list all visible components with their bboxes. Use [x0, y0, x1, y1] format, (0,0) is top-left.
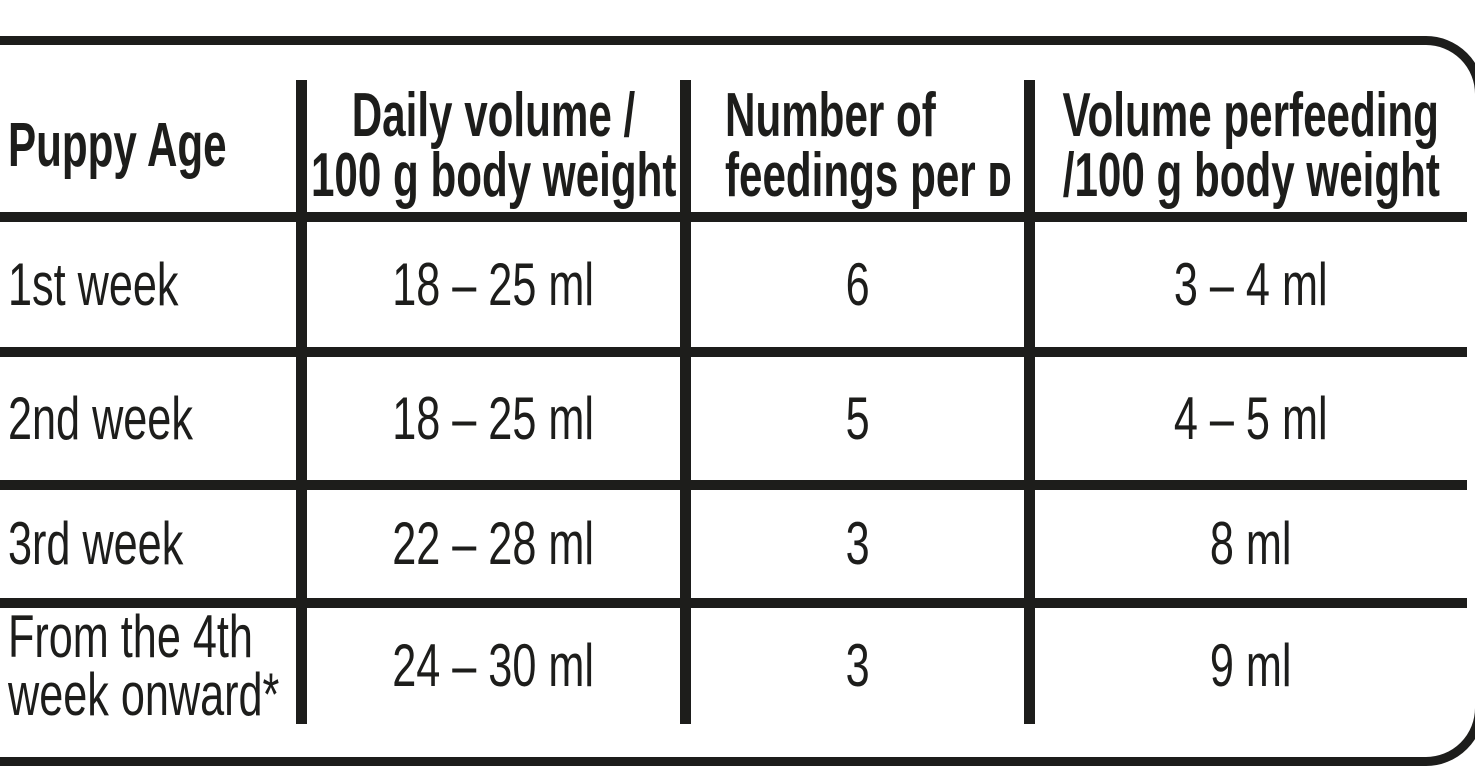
cell-text: 2nd week — [8, 384, 193, 452]
cell-text: 22 – 28 ml — [392, 510, 595, 577]
table-cell-age: From the 4th week onward* — [0, 603, 290, 728]
cell-text: 8 ml — [1210, 510, 1292, 577]
cell-text: 9 ml — [1210, 632, 1292, 699]
table-cell-age: 3rd week — [0, 490, 290, 598]
table-cell-daily-volume: 24 – 30 ml — [307, 608, 680, 724]
cell-text: 18 – 25 ml — [392, 250, 595, 318]
table-outer-frame — [0, 36, 1475, 766]
table-cell-volume-per-feeding: 8 ml — [1035, 490, 1467, 598]
table-cell-volume-per-feeding: 4 – 5 ml — [1035, 357, 1467, 480]
cell-text: 3 – 4 ml — [1174, 250, 1328, 318]
header-cell-puppy-age: Puppy Age — [0, 80, 290, 212]
cell-text: 6 — [845, 250, 870, 318]
table-cell-daily-volume: 22 – 28 ml — [307, 490, 680, 598]
header-text: Volume perfeeding — [1062, 81, 1440, 150]
table-cell-feedings: 3 — [691, 490, 1024, 598]
table-cell-daily-volume: 18 – 25 ml — [307, 357, 680, 480]
column-divider — [1024, 80, 1035, 724]
column-divider — [296, 80, 307, 724]
cell-text: 18 – 25 ml — [392, 384, 595, 452]
column-divider — [680, 80, 691, 724]
header-cell-number-of-feedings: Number of feedings per ᴅ — [691, 80, 1024, 212]
row-divider — [0, 480, 1467, 490]
header-divider — [0, 212, 1467, 222]
table-cell-age: 2nd week — [0, 357, 290, 480]
header-cell-volume-per-feeding: Volume perfeeding /100 g body weight — [1035, 80, 1467, 212]
row-divider — [0, 598, 1467, 608]
header-text: Number of — [725, 81, 936, 150]
cell-text: 3 — [845, 632, 870, 699]
row-divider — [0, 347, 1467, 357]
cell-text: From the 4th — [8, 603, 253, 670]
header-text: feedings per ᴅ — [725, 141, 1012, 210]
header-text: /100 g body weight — [1062, 141, 1440, 210]
table-cell-feedings: 5 — [691, 357, 1024, 480]
cell-text: 1st week — [8, 250, 179, 318]
cell-text: week onward* — [8, 661, 280, 728]
header-text: Puppy Age — [8, 111, 227, 180]
table-cell-feedings: 6 — [691, 222, 1024, 347]
header-cell-daily-volume: Daily volume / 100 g body weight — [307, 80, 680, 212]
table-cell-feedings: 3 — [691, 608, 1024, 724]
cell-text: 24 – 30 ml — [392, 632, 595, 699]
header-text: Daily volume / — [351, 81, 636, 150]
cell-text: 4 – 5 ml — [1174, 384, 1328, 452]
table-cell-daily-volume: 18 – 25 ml — [307, 222, 680, 347]
cell-text: 3 — [845, 510, 870, 577]
cell-text: 3rd week — [8, 510, 184, 577]
table-cell-volume-per-feeding: 9 ml — [1035, 608, 1467, 724]
header-text: 100 g body weight — [310, 141, 677, 210]
table-cell-age: 1st week — [0, 222, 290, 347]
table-cell-volume-per-feeding: 3 – 4 ml — [1035, 222, 1467, 347]
cell-text: 5 — [845, 384, 870, 452]
